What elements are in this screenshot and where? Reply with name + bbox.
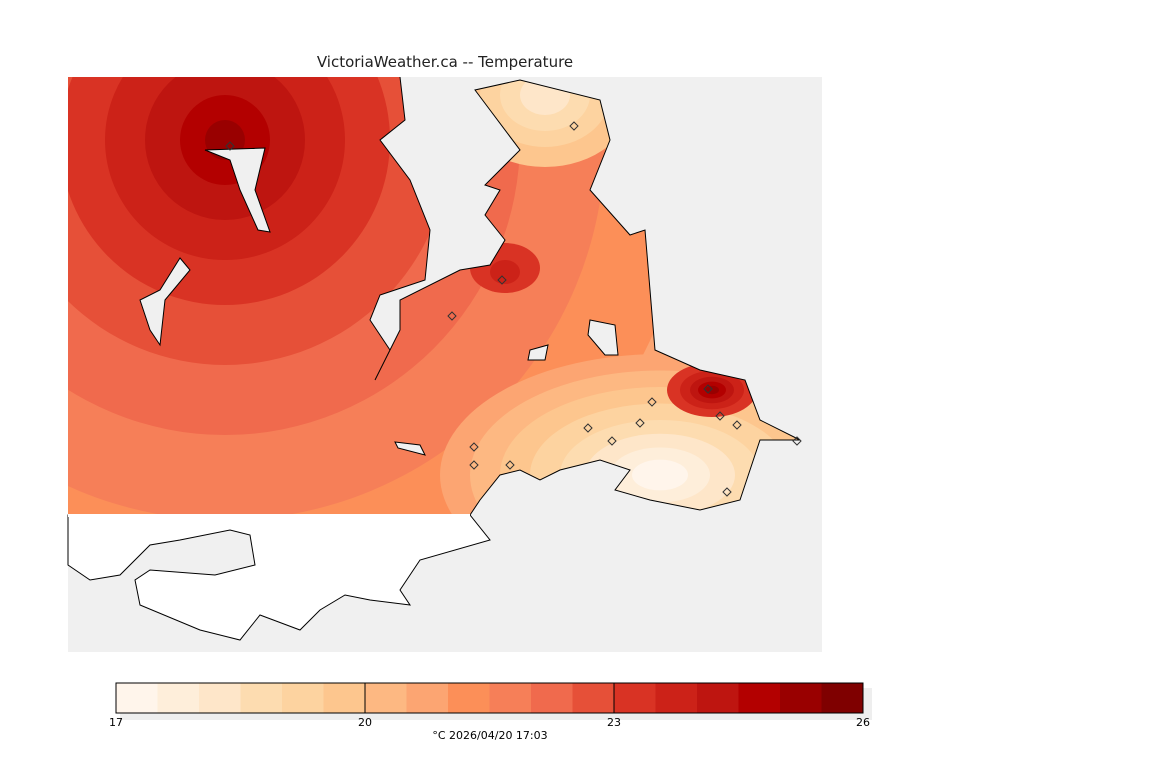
station-marker bbox=[497, 275, 507, 285]
colorbar-swatch bbox=[821, 683, 864, 713]
station-marker bbox=[722, 487, 732, 497]
station-marker bbox=[635, 418, 645, 428]
island bbox=[587, 319, 619, 356]
colorbar-swatch bbox=[697, 683, 739, 713]
station-marker bbox=[583, 423, 593, 433]
colorbar-swatch bbox=[780, 683, 822, 713]
colorbar-swatch bbox=[365, 683, 407, 713]
colorbar-border bbox=[115, 682, 864, 714]
station-marker bbox=[469, 442, 479, 452]
contour-band bbox=[632, 459, 688, 491]
colorbar-swatch bbox=[572, 683, 615, 713]
station-marker bbox=[703, 384, 713, 394]
colorbar-tick-label: 26 bbox=[856, 716, 870, 729]
lake bbox=[139, 257, 191, 347]
station-marker bbox=[607, 436, 617, 446]
island bbox=[394, 441, 426, 456]
island bbox=[527, 344, 549, 361]
colorbar-swatch bbox=[323, 683, 366, 713]
station-marker bbox=[447, 311, 457, 321]
lake bbox=[204, 147, 271, 233]
colorbar-caption: °C 2026/04/20 17:03 bbox=[432, 729, 548, 742]
colorbar-swatch bbox=[406, 683, 449, 713]
station-marker bbox=[732, 420, 742, 430]
station-marker bbox=[792, 436, 802, 446]
colorbar-swatch bbox=[448, 683, 490, 713]
southern-landmass-top bbox=[68, 514, 470, 517]
colorbar-swatch bbox=[157, 683, 200, 713]
southern-landmass bbox=[67, 514, 491, 641]
colorbar-swatch bbox=[531, 683, 573, 713]
coastline-main bbox=[369, 76, 801, 516]
station-marker bbox=[225, 141, 235, 151]
colorbar-swatch bbox=[489, 683, 532, 713]
contour-band bbox=[490, 260, 520, 284]
map-title: VictoriaWeather.ca -- Temperature bbox=[316, 53, 574, 71]
colorbar-tick-label: 23 bbox=[607, 716, 621, 729]
colorbar-swatch bbox=[738, 683, 781, 713]
colorbar-tick-label: 17 bbox=[109, 716, 123, 729]
station-marker bbox=[505, 460, 515, 470]
colorbar-swatch bbox=[240, 683, 283, 713]
station-marker bbox=[647, 397, 657, 407]
colorbar-tick-label: 20 bbox=[358, 716, 372, 729]
station-marker bbox=[469, 460, 479, 470]
colorbar-swatch bbox=[655, 683, 698, 713]
colorbar-swatch bbox=[199, 683, 241, 713]
weather-stations bbox=[225, 121, 802, 497]
colorbar bbox=[115, 682, 864, 714]
colorbar-swatch bbox=[116, 683, 158, 713]
contour-band bbox=[705, 385, 719, 395]
station-marker bbox=[715, 411, 725, 421]
colorbar-swatch bbox=[282, 683, 324, 713]
colorbar-swatch bbox=[614, 683, 656, 713]
station-marker bbox=[569, 121, 579, 131]
